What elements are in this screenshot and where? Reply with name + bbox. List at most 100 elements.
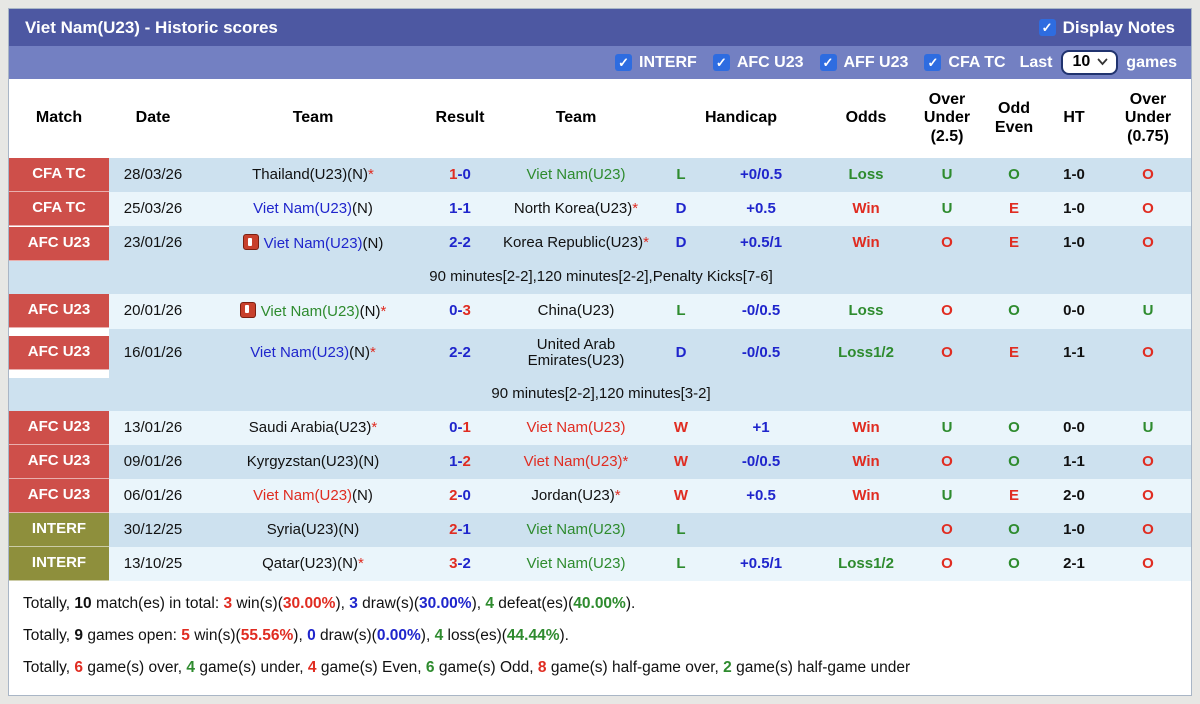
totals-summary: Totally, 10 match(es) in total: 3 win(s)…: [9, 581, 1191, 684]
checkbox-checked-icon[interactable]: ✓: [712, 54, 730, 71]
team-name[interactable]: Kyrgyzstan(U23)(N): [246, 452, 380, 470]
date-cell: 20/01/26: [109, 293, 197, 329]
score-text: 2: [462, 452, 471, 470]
odd-even-cell: O: [983, 158, 1046, 193]
over-under-075-cell: O: [1103, 226, 1191, 261]
score-text: 2: [449, 520, 458, 538]
team-name[interactable]: Syria(U23)(N): [266, 520, 360, 538]
filter-checkbox-aff-u23[interactable]: ✓ AFF U23: [819, 53, 909, 72]
team-name[interactable]: Korea Republic(U23): [503, 234, 644, 252]
away-team-cell: Viet Nam(U23): [491, 410, 661, 445]
score-cell: 2-2: [429, 328, 491, 379]
team-name[interactable]: (N): [352, 199, 373, 217]
team-name[interactable]: Viet Nam(U23): [260, 302, 360, 320]
team-name[interactable]: *: [368, 165, 374, 183]
team-name[interactable]: *: [622, 452, 629, 470]
score-text: 2-2: [449, 234, 471, 252]
team-name[interactable]: Viet Nam(U23): [523, 452, 623, 470]
team-name[interactable]: (N): [349, 343, 370, 361]
checkbox-checked-icon[interactable]: ✓: [819, 54, 837, 71]
team-name[interactable]: Viet Nam(U23): [526, 418, 626, 436]
score-cell: 2-2: [429, 226, 491, 261]
team-name[interactable]: Saudi Arabia(U23): [248, 418, 372, 436]
team-name[interactable]: Viet Nam(U23): [253, 199, 353, 217]
match-league-cell: CFA TC: [9, 158, 109, 193]
team-name[interactable]: Viet Nam(U23): [253, 486, 353, 504]
filter-label: AFF U23: [843, 53, 909, 71]
match-league-cell: INTERF: [9, 546, 109, 581]
score-text: 0-: [449, 418, 463, 436]
home-team-cell: Viet Nam(U23)(N): [197, 192, 429, 227]
last-games-control: Last 10 games: [1020, 50, 1177, 75]
match-note: 90 minutes[2-2],120 minutes[3-2]: [9, 378, 1191, 411]
team-name[interactable]: *: [380, 302, 387, 320]
match-row: AFC U23 09/01/26 Kyrgyzstan(U23)(N) 1-2 Viet…: [9, 444, 1191, 479]
odds-cell: Win: [821, 444, 912, 479]
odds-cell: Loss: [821, 293, 912, 329]
wdl-cell: L: [661, 546, 701, 581]
historic-scores-table: Match Date Team Result Team Handicap Odd…: [9, 79, 1191, 581]
checkbox-checked-icon[interactable]: ✓: [924, 54, 942, 71]
odds-cell: Win: [821, 192, 912, 227]
team-name[interactable]: China(U23): [537, 301, 615, 319]
team-name[interactable]: Jordan(U23): [531, 486, 615, 504]
team-name[interactable]: (N): [352, 486, 373, 504]
ht-cell: 0-0: [1045, 293, 1104, 329]
team-name[interactable]: *: [614, 486, 621, 504]
filter-checkbox-interf[interactable]: ✓ INTERF: [615, 54, 697, 72]
team-name[interactable]: *: [358, 554, 364, 572]
match-row: CFA TC 25/03/26 Viet Nam(U23)(N) 1-1 North K…: [9, 192, 1191, 227]
team-name[interactable]: *: [371, 418, 378, 436]
date-cell: 06/01/26: [109, 478, 197, 513]
date-cell: 13/10/25: [109, 546, 197, 581]
last-games-select[interactable]: 10: [1060, 50, 1119, 75]
wdl-cell: D: [661, 226, 701, 261]
team-name[interactable]: Viet Nam(U23): [526, 554, 626, 572]
league-badge: INTERF: [9, 546, 109, 581]
display-notes-toggle[interactable]: ✓ Display Notes: [1038, 18, 1175, 38]
odd-even-cell: E: [983, 192, 1046, 227]
date-cell: 30/12/25: [109, 512, 197, 547]
over-under-25-cell: O: [911, 512, 984, 547]
team-name[interactable]: *: [632, 199, 639, 217]
team-name[interactable]: Viet Nam(U23): [526, 165, 626, 183]
score-text: -0: [457, 486, 471, 504]
home-team-cell: Viet Nam(U23)(N)*: [197, 293, 429, 329]
games-label: games: [1126, 53, 1177, 71]
team-name[interactable]: *: [643, 234, 649, 252]
col-over-under-25: Over Under (2.5): [911, 79, 984, 159]
team-name[interactable]: Qatar(U23)(N): [262, 554, 358, 572]
match-note: 90 minutes[2-2],120 minutes[2-2],Penalty…: [9, 260, 1191, 294]
match-row: AFC U23 16/01/26 Viet Nam(U23)(N)* 2-2 Unite…: [9, 328, 1191, 379]
odd-even-cell: O: [983, 444, 1046, 479]
away-team-cell: China(U23): [491, 293, 661, 329]
col-odd-even: Odd Even: [983, 79, 1046, 159]
filter-checkbox-afc-u23[interactable]: ✓ AFC U23: [712, 54, 804, 72]
col-over-under-075: Over Under (0.75): [1103, 79, 1191, 159]
odds-cell: Win: [821, 410, 912, 445]
team-name[interactable]: (N): [362, 235, 384, 253]
filter-checkbox-cfa-tc[interactable]: ✓ CFA TC: [924, 54, 1006, 72]
league-badge: CFA TC: [9, 192, 109, 227]
score-cell: 0-1: [429, 410, 491, 445]
team-name[interactable]: United Arab Emirates(U23): [527, 335, 625, 370]
score-cell: 0-3: [429, 293, 491, 329]
ht-cell: 1-1: [1045, 328, 1104, 379]
date-cell: 16/01/26: [109, 328, 197, 379]
over-under-075-cell: U: [1103, 293, 1191, 329]
team-name[interactable]: Viet Nam(U23): [263, 235, 363, 253]
team-name[interactable]: Viet Nam(U23): [526, 520, 626, 538]
chevron-down-icon: [1097, 58, 1108, 66]
team-name[interactable]: *: [369, 343, 376, 361]
odds-cell: Win: [821, 478, 912, 513]
checkbox-checked-icon[interactable]: ✓: [1038, 19, 1056, 36]
wdl-cell: L: [661, 158, 701, 193]
team-name[interactable]: (N): [359, 302, 381, 320]
checkbox-checked-icon[interactable]: ✓: [615, 54, 633, 71]
score-text: 1-1: [449, 199, 471, 217]
team-name[interactable]: North Korea(U23): [513, 199, 633, 217]
odd-even-cell: O: [983, 293, 1046, 329]
team-name[interactable]: Thailand(U23)(N): [252, 165, 369, 183]
team-name[interactable]: Viet Nam(U23): [250, 343, 350, 361]
ht-cell: 1-0: [1045, 158, 1104, 193]
